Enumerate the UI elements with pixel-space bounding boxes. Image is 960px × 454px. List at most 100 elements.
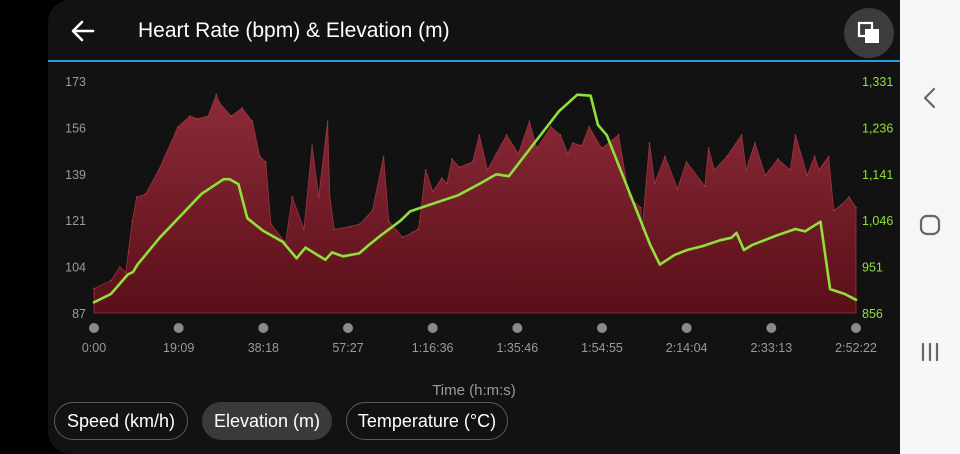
heart-rate-point bbox=[311, 144, 313, 147]
heart-rate-point bbox=[549, 126, 552, 128]
back-button[interactable] bbox=[66, 14, 100, 48]
heart-rate-point bbox=[215, 93, 218, 96]
x-tick-label: 38:18 bbox=[248, 341, 279, 355]
elevation-point bbox=[557, 110, 561, 113]
elevation-point bbox=[456, 194, 460, 197]
heart-rate-point bbox=[328, 196, 331, 198]
heart-rate-point bbox=[258, 155, 261, 158]
elevation-line bbox=[92, 93, 858, 304]
x-tick-label: 1:54:55 bbox=[581, 341, 623, 355]
heart-rate-point bbox=[639, 206, 642, 209]
heart-rate-point bbox=[446, 182, 448, 185]
heart-rate-point bbox=[230, 115, 232, 117]
x-tick-label: 2:33:13 bbox=[750, 341, 792, 355]
heart-rate-point bbox=[848, 196, 851, 198]
nav-back-button[interactable] bbox=[910, 78, 950, 118]
elevation-point bbox=[222, 178, 225, 181]
heart-rate-point bbox=[118, 266, 121, 268]
heart-rate-elevation-chart: 173 156 139 121 104 87 1,331 1,236 1,141 1,046 951… bbox=[65, 75, 893, 355]
y-left-tick-label: 173 bbox=[65, 75, 86, 89]
heart-rate-point bbox=[806, 174, 809, 177]
heart-rate-point bbox=[144, 193, 147, 196]
heart-rate-point bbox=[535, 147, 538, 150]
nav-home-button[interactable] bbox=[910, 205, 950, 245]
heart-rate-point bbox=[317, 196, 320, 198]
x-tick-label: 1:16:36 bbox=[412, 341, 454, 355]
elevation-point bbox=[819, 220, 822, 223]
heart-rate-point bbox=[840, 204, 842, 207]
heart-rate-point bbox=[196, 117, 199, 120]
x-tick-dot bbox=[427, 323, 438, 333]
chip-speed[interactable]: Speed (km/h) bbox=[54, 402, 188, 440]
heart-rate-point bbox=[303, 228, 305, 231]
heart-rate-point bbox=[505, 134, 508, 136]
heart-rate-point bbox=[789, 169, 792, 171]
page-title: Heart Rate (bpm) & Elevation (m) bbox=[138, 19, 450, 42]
heart-rate-point bbox=[713, 169, 716, 171]
elevation-point bbox=[735, 231, 738, 235]
heart-rate-point bbox=[740, 134, 743, 136]
elevation-point bbox=[324, 258, 327, 261]
heart-rate-point bbox=[177, 126, 179, 128]
elevation-point bbox=[366, 244, 370, 247]
elevation-point bbox=[589, 94, 592, 97]
elevation-point bbox=[330, 251, 334, 254]
chip-temperature-label: Temperature (°C) bbox=[357, 411, 497, 431]
heart-rate-point bbox=[517, 152, 520, 155]
heart-rate-point bbox=[127, 250, 130, 252]
heart-rate-point bbox=[135, 196, 138, 198]
heart-rate-point bbox=[207, 115, 210, 117]
elevation-point bbox=[673, 253, 676, 257]
heart-rate-point bbox=[251, 120, 254, 123]
heart-rate-point bbox=[348, 225, 351, 228]
x-tick-dot bbox=[512, 323, 523, 333]
x-tick-dot bbox=[681, 323, 692, 333]
x-tick-dot bbox=[89, 323, 99, 333]
heart-rate-point bbox=[291, 196, 294, 198]
heart-rate-point bbox=[188, 115, 191, 117]
chip-temperature[interactable]: Temperature (°C) bbox=[346, 402, 508, 440]
recents-bars-icon bbox=[921, 342, 939, 362]
heart-rate-point bbox=[412, 231, 414, 234]
heart-rate-point bbox=[424, 169, 427, 171]
y-left-tick-label: 121 bbox=[65, 214, 86, 228]
arrow-left-icon bbox=[71, 20, 95, 42]
circle-home-icon bbox=[919, 214, 941, 236]
elevation-point bbox=[408, 210, 412, 213]
heart-rate-point bbox=[827, 155, 830, 158]
elevation-point bbox=[341, 255, 345, 258]
heart-rate-point bbox=[417, 228, 420, 231]
heart-rate-point bbox=[432, 190, 434, 193]
x-tick-label: 19:09 bbox=[163, 341, 194, 355]
heart-rate-point bbox=[478, 134, 481, 136]
heart-rate-point bbox=[794, 134, 797, 136]
y-left-tick-label: 87 bbox=[72, 307, 86, 321]
elevation-point bbox=[131, 270, 135, 274]
elevation-point bbox=[126, 273, 130, 276]
elevation-point bbox=[495, 173, 498, 176]
heart-rate-point bbox=[131, 220, 134, 223]
heart-rate-point bbox=[418, 220, 421, 223]
nav-recents-button[interactable] bbox=[910, 332, 950, 372]
chip-elevation[interactable]: Elevation (m) bbox=[202, 402, 332, 440]
x-tick-dot bbox=[851, 323, 861, 333]
elevation-point bbox=[380, 233, 383, 237]
heart-rate-point bbox=[326, 120, 329, 123]
system-navigation-bar bbox=[900, 0, 960, 454]
heart-rate-point bbox=[440, 177, 443, 179]
heart-rate-point bbox=[588, 126, 590, 128]
elevation-point bbox=[358, 252, 361, 255]
heart-rate-point bbox=[745, 169, 747, 171]
x-tick-dot bbox=[343, 323, 353, 333]
x-tick-label: 2:14:04 bbox=[666, 341, 708, 355]
heart-rate-point bbox=[764, 174, 767, 177]
heart-rate-point bbox=[726, 155, 728, 158]
elevation-point bbox=[158, 236, 161, 239]
heart-rate-point bbox=[818, 169, 820, 171]
x-tick-label: 0:00 bbox=[82, 341, 106, 355]
heart-rate-point bbox=[754, 142, 756, 144]
heart-rate-point bbox=[653, 182, 656, 185]
exit-fullscreen-button[interactable] bbox=[844, 8, 894, 58]
heart-rate-point bbox=[628, 196, 630, 198]
heart-rate-point bbox=[458, 166, 461, 169]
